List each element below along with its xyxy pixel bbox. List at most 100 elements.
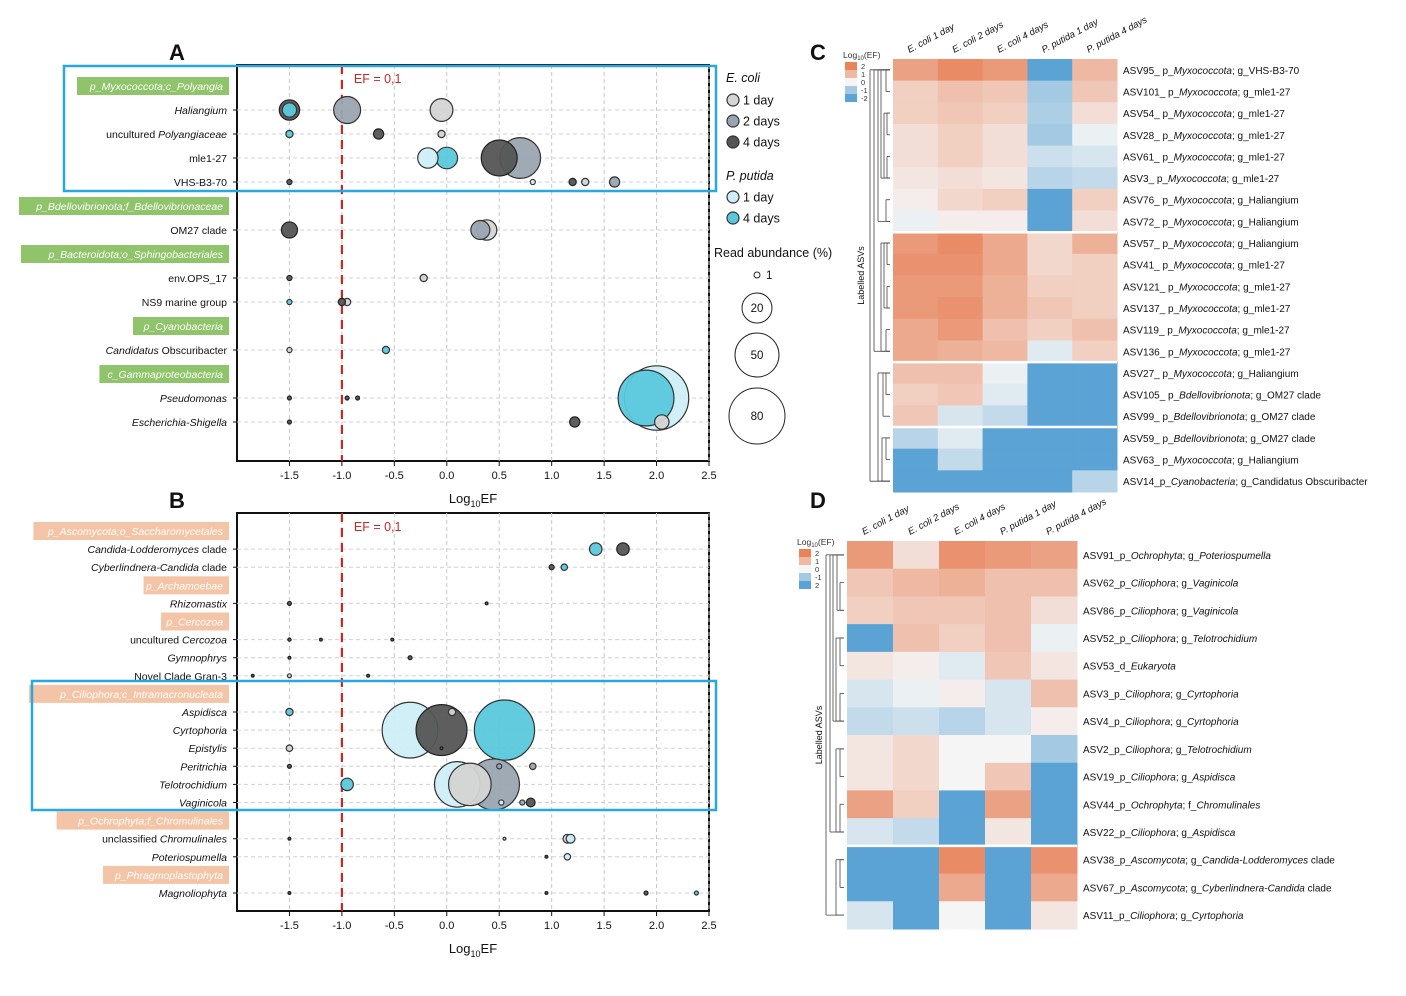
x-tick-label: 1.5 bbox=[596, 470, 611, 482]
heatmap-cell bbox=[982, 275, 1028, 298]
y-tick-label: Vaginicola bbox=[179, 798, 227, 810]
heatmap-cell bbox=[1072, 275, 1118, 298]
row-label: ASV52_p_Ciliophora; g_Telotrochidium bbox=[1083, 634, 1257, 645]
x-tick-label: 1.5 bbox=[596, 920, 611, 932]
row-label-asv: ASV86_p_ bbox=[1083, 606, 1131, 617]
heatmap-cell bbox=[939, 596, 986, 625]
heatmap-cell bbox=[847, 679, 894, 708]
label-italic: Aspidisca bbox=[181, 707, 227, 719]
x-tick-label: 2.0 bbox=[649, 470, 664, 482]
y-tick-label: uncultured Cercozoa bbox=[130, 635, 227, 647]
heatmap-cell bbox=[939, 901, 986, 930]
heatmap-cell bbox=[893, 624, 940, 653]
heatmap-cell bbox=[893, 232, 939, 255]
heatmap-cell bbox=[982, 427, 1028, 450]
x-tick-label: -0.5 bbox=[385, 470, 404, 482]
heatmap-cell bbox=[982, 297, 1028, 320]
legend-putida-4days-swatch bbox=[726, 211, 740, 225]
data-point-putida-4days bbox=[285, 129, 294, 139]
row-label: ASV19_p_Ciliophora; g_Aspidisca bbox=[1083, 773, 1236, 784]
row-label: ASV72_ p_Myxococcota; g_Haliangium bbox=[1123, 217, 1299, 228]
heatmap-cell bbox=[893, 470, 939, 493]
data-point-ecoli-4days bbox=[544, 854, 549, 859]
x-tick-label: 0.0 bbox=[439, 470, 454, 482]
data-point-putida-4days bbox=[588, 542, 603, 556]
heatmap-cell bbox=[1072, 340, 1118, 363]
heatmap-cell bbox=[937, 383, 984, 406]
heatmap-cell bbox=[893, 102, 939, 125]
x-axis-label: Log10EF bbox=[449, 491, 497, 509]
row-label-genus: Cyrtophoria bbox=[1192, 911, 1244, 922]
column-header: E. coli 1 day bbox=[906, 21, 958, 56]
label-italic: Cercozoa bbox=[182, 635, 227, 647]
taxon-header-label: p_Archamoebae bbox=[145, 580, 223, 592]
data-point-ecoli-1day bbox=[429, 98, 454, 122]
heatmap-cell bbox=[982, 123, 1028, 147]
heatmap-cell bbox=[847, 790, 894, 819]
legend-ecoli-2days-swatch bbox=[726, 114, 740, 128]
color-key-tick: 1 bbox=[861, 70, 865, 79]
heatmap-cell bbox=[1027, 102, 1073, 125]
row-label-asv: ASV121_ p_ bbox=[1123, 282, 1180, 293]
row-label-rank: ; g_ bbox=[1176, 773, 1193, 784]
row-label-genus: Chromulinales bbox=[1196, 800, 1260, 811]
taxon-header-box bbox=[21, 245, 229, 263]
data-point-ecoli-2days bbox=[519, 799, 526, 806]
row-label-genus: Aspidisca bbox=[1192, 773, 1236, 784]
heatmap-cell bbox=[982, 188, 1028, 212]
panel-letter: D bbox=[810, 488, 826, 513]
heatmap-cell bbox=[893, 845, 940, 875]
label-italic: Cyberlindnera-Candida bbox=[91, 562, 199, 574]
row-label-genus: ; g_Haliangium bbox=[1232, 456, 1299, 467]
taxon-header-box bbox=[161, 612, 229, 631]
heatmap-cell bbox=[893, 679, 940, 708]
row-label-asv: ASV62_p_ bbox=[1083, 579, 1131, 590]
row-label-phylum: Myxococcota bbox=[1179, 282, 1238, 293]
taxon-header-label: p_Phragmoplastophyta bbox=[114, 870, 223, 882]
row-label-genus: ; g_Haliangium bbox=[1232, 369, 1299, 380]
data-point-ecoli-4days bbox=[415, 704, 468, 757]
heatmap-cell bbox=[1072, 232, 1118, 255]
heatmap-cell bbox=[985, 790, 1032, 819]
row-label: ASV119_ p_Myxococcota; g_mle1-27 bbox=[1123, 326, 1290, 337]
row-label-rank: ; g_ bbox=[1170, 717, 1187, 728]
heatmap-cell bbox=[893, 80, 939, 103]
legend-size-circle bbox=[753, 271, 761, 279]
heatmap-cell bbox=[937, 253, 984, 276]
row-label-asv: ASV19_p_ bbox=[1083, 773, 1131, 784]
color-key-title: Log10(EF) bbox=[797, 537, 835, 549]
row-label-genus: Candida-Lodderomyces bbox=[1202, 856, 1308, 867]
heatmap-cell bbox=[893, 275, 939, 298]
heatmap-cell bbox=[893, 123, 939, 147]
x-tick-label: 0.5 bbox=[492, 920, 507, 932]
heatmap-cell bbox=[893, 362, 939, 385]
heatmap-cell bbox=[1027, 210, 1073, 233]
label-part: unclassified bbox=[102, 834, 160, 846]
heatmap-cell bbox=[893, 340, 939, 363]
row-label-genus: ; g_Haliangium bbox=[1232, 217, 1299, 228]
row-label-genus: Vaginicola bbox=[1193, 606, 1239, 617]
heatmap-cell bbox=[1027, 275, 1073, 298]
legend-ecoli-2days-label: 2 days bbox=[743, 115, 780, 129]
taxon-header-label: p_Ascomycota;o_Saccharomycetales bbox=[47, 526, 224, 538]
row-label-phylum: Bdellovibrionota bbox=[1174, 434, 1246, 445]
highlight-box bbox=[62, 64, 718, 193]
dendrogram bbox=[825, 554, 844, 916]
row-label-asv: ASV105_ p_ bbox=[1123, 391, 1180, 402]
color-key-tick: -1 bbox=[815, 573, 822, 582]
data-point-ecoli-4days bbox=[286, 395, 293, 401]
row-label-asv: ASV52_p_ bbox=[1083, 634, 1131, 645]
data-point-ecoli-4days bbox=[287, 836, 292, 841]
x-axis-label-sub: 10 bbox=[471, 499, 481, 509]
legend-putida-1day-swatch bbox=[726, 190, 740, 204]
label-italic: Rhizomastix bbox=[170, 598, 228, 610]
panel-a: A -1.5 -1.0 -0.5 0.0 0.5 1.0 1.5 2.0 2.5 p_Myxococ… bbox=[19, 40, 718, 509]
heatmap-cell bbox=[847, 873, 894, 902]
heatmap-cell bbox=[937, 297, 984, 320]
data-point-putida-4days bbox=[473, 699, 536, 761]
row-label-asv: ASV4_p_ bbox=[1083, 717, 1126, 728]
row-label-phylum: Ciliophora bbox=[1131, 828, 1176, 839]
legend-ecoli-4days-label: 4 days bbox=[743, 136, 780, 150]
heatmap-cell bbox=[893, 901, 940, 930]
row-label-phylum: Myxococcota bbox=[1174, 456, 1233, 467]
